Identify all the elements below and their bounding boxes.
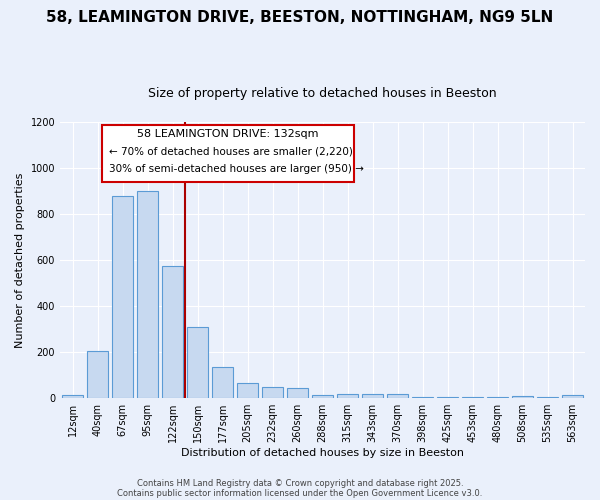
Bar	[437, 397, 458, 398]
Text: Contains public sector information licensed under the Open Government Licence v3: Contains public sector information licen…	[118, 488, 482, 498]
Bar	[237, 383, 258, 398]
X-axis label: Distribution of detached houses by size in Beeston: Distribution of detached houses by size …	[181, 448, 464, 458]
Bar	[412, 396, 433, 398]
Text: 58, LEAMINGTON DRIVE, BEESTON, NOTTINGHAM, NG9 5LN: 58, LEAMINGTON DRIVE, BEESTON, NOTTINGHA…	[46, 10, 554, 25]
Bar	[187, 326, 208, 398]
Text: ← 70% of detached houses are smaller (2,220): ← 70% of detached houses are smaller (2,…	[109, 146, 353, 156]
Bar	[87, 350, 108, 398]
Bar	[262, 386, 283, 398]
Bar	[337, 394, 358, 398]
Bar	[512, 396, 533, 398]
Bar	[312, 395, 333, 398]
Bar	[62, 396, 83, 398]
Title: Size of property relative to detached houses in Beeston: Size of property relative to detached ho…	[148, 88, 497, 101]
Bar	[387, 394, 408, 398]
Bar	[362, 394, 383, 398]
Bar	[137, 192, 158, 398]
Bar	[537, 397, 558, 398]
Text: Contains HM Land Registry data © Crown copyright and database right 2025.: Contains HM Land Registry data © Crown c…	[137, 478, 463, 488]
Bar	[112, 196, 133, 398]
Bar	[562, 396, 583, 398]
Bar	[162, 266, 183, 398]
Bar	[287, 388, 308, 398]
Y-axis label: Number of detached properties: Number of detached properties	[15, 172, 25, 348]
Bar	[462, 397, 483, 398]
Text: 30% of semi-detached houses are larger (950) →: 30% of semi-detached houses are larger (…	[109, 164, 364, 174]
Bar	[487, 397, 508, 398]
FancyBboxPatch shape	[102, 126, 354, 182]
Text: 58 LEAMINGTON DRIVE: 132sqm: 58 LEAMINGTON DRIVE: 132sqm	[137, 130, 319, 140]
Bar	[212, 366, 233, 398]
